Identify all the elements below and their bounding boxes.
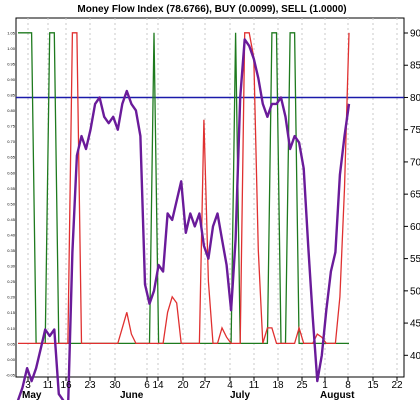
- x-tick-label: 1: [322, 380, 328, 391]
- left-tick-label: 0.90: [7, 77, 16, 82]
- x-tick-label: 11: [43, 380, 54, 391]
- x-tick-label: 22: [391, 380, 403, 391]
- right-tick-label: 40: [410, 351, 420, 362]
- left-tick-label: 0.75: [7, 124, 16, 129]
- left-tick-label: 0.10: [7, 326, 16, 331]
- month-label: August: [320, 390, 355, 400]
- series-line-red: [18, 32, 350, 345]
- left-tick-label: 0.65: [7, 155, 16, 160]
- month-label: June: [120, 390, 144, 400]
- left-axis-ticks: 1.05 1.00 0.95 0.90 0.85 0.80 0.75 0.70 0.65 0.60…: [6, 30, 16, 377]
- right-tick-label: 50: [410, 286, 420, 297]
- x-tick-label: 20: [177, 380, 189, 391]
- x-tick-label: 15: [367, 380, 379, 391]
- left-tick-label: 1.05: [7, 30, 16, 35]
- x-tick-label: 3: [25, 380, 31, 391]
- right-tick-label: 85: [410, 61, 420, 72]
- right-tick-label: 80: [410, 93, 420, 104]
- chart-title: Money Flow Index (78.6766), BUY (0.0099)…: [77, 4, 346, 15]
- x-tick-label: 18: [272, 380, 284, 391]
- right-tick-label: 75: [410, 125, 420, 136]
- left-tick-label: 0.85: [7, 93, 16, 98]
- left-tick-label: 0.60: [7, 170, 16, 175]
- x-tick-label: 27: [199, 380, 211, 391]
- x-tick-label: 14: [152, 380, 164, 391]
- left-tick-label: 0.35: [7, 248, 16, 253]
- left-tick-label: 0.55: [7, 186, 16, 191]
- right-axis-ticks: 40 45 50 55 60 65 70 75 80 85 90: [404, 29, 420, 362]
- left-tick-label: -0.05: [6, 372, 16, 377]
- left-tick-label: 0.40: [7, 232, 16, 237]
- x-tick-label: 4: [227, 380, 233, 391]
- x-tick-label: 11: [249, 380, 260, 391]
- x-tick-label: 25: [296, 380, 308, 391]
- left-tick-label: 0.15: [7, 310, 16, 315]
- right-tick-label: 45: [410, 319, 420, 330]
- x-tick-label: 6: [144, 380, 150, 391]
- right-tick-label: 55: [410, 254, 420, 265]
- month-label: July: [230, 390, 250, 400]
- right-tick-label: 90: [410, 29, 420, 40]
- left-tick-label: 0.30: [7, 264, 16, 269]
- left-tick-label: 0.00: [7, 357, 16, 362]
- left-tick-label: 0.45: [7, 217, 16, 222]
- left-tick-label: 1.00: [7, 46, 16, 51]
- x-tick-label: 23: [84, 380, 96, 391]
- left-tick-label: 0.80: [7, 108, 16, 113]
- right-tick-label: 60: [410, 222, 420, 233]
- x-tick-label: 8: [345, 380, 351, 391]
- series-line-purple: [16, 38, 351, 400]
- left-tick-label: 0.70: [7, 139, 16, 144]
- left-tick-label: 0.05: [7, 341, 16, 346]
- x-tick-label: 16: [60, 380, 72, 391]
- left-tick-label: 0.25: [7, 279, 16, 284]
- left-tick-label: 0.50: [7, 201, 16, 206]
- x-tick-label: 30: [109, 380, 121, 391]
- month-label: May: [22, 390, 42, 400]
- series-layer: [16, 32, 351, 400]
- right-tick-label: 70: [410, 157, 420, 168]
- left-tick-label: 0.20: [7, 295, 16, 300]
- right-tick-label: 65: [410, 190, 420, 201]
- left-tick-label: 0.95: [7, 61, 16, 66]
